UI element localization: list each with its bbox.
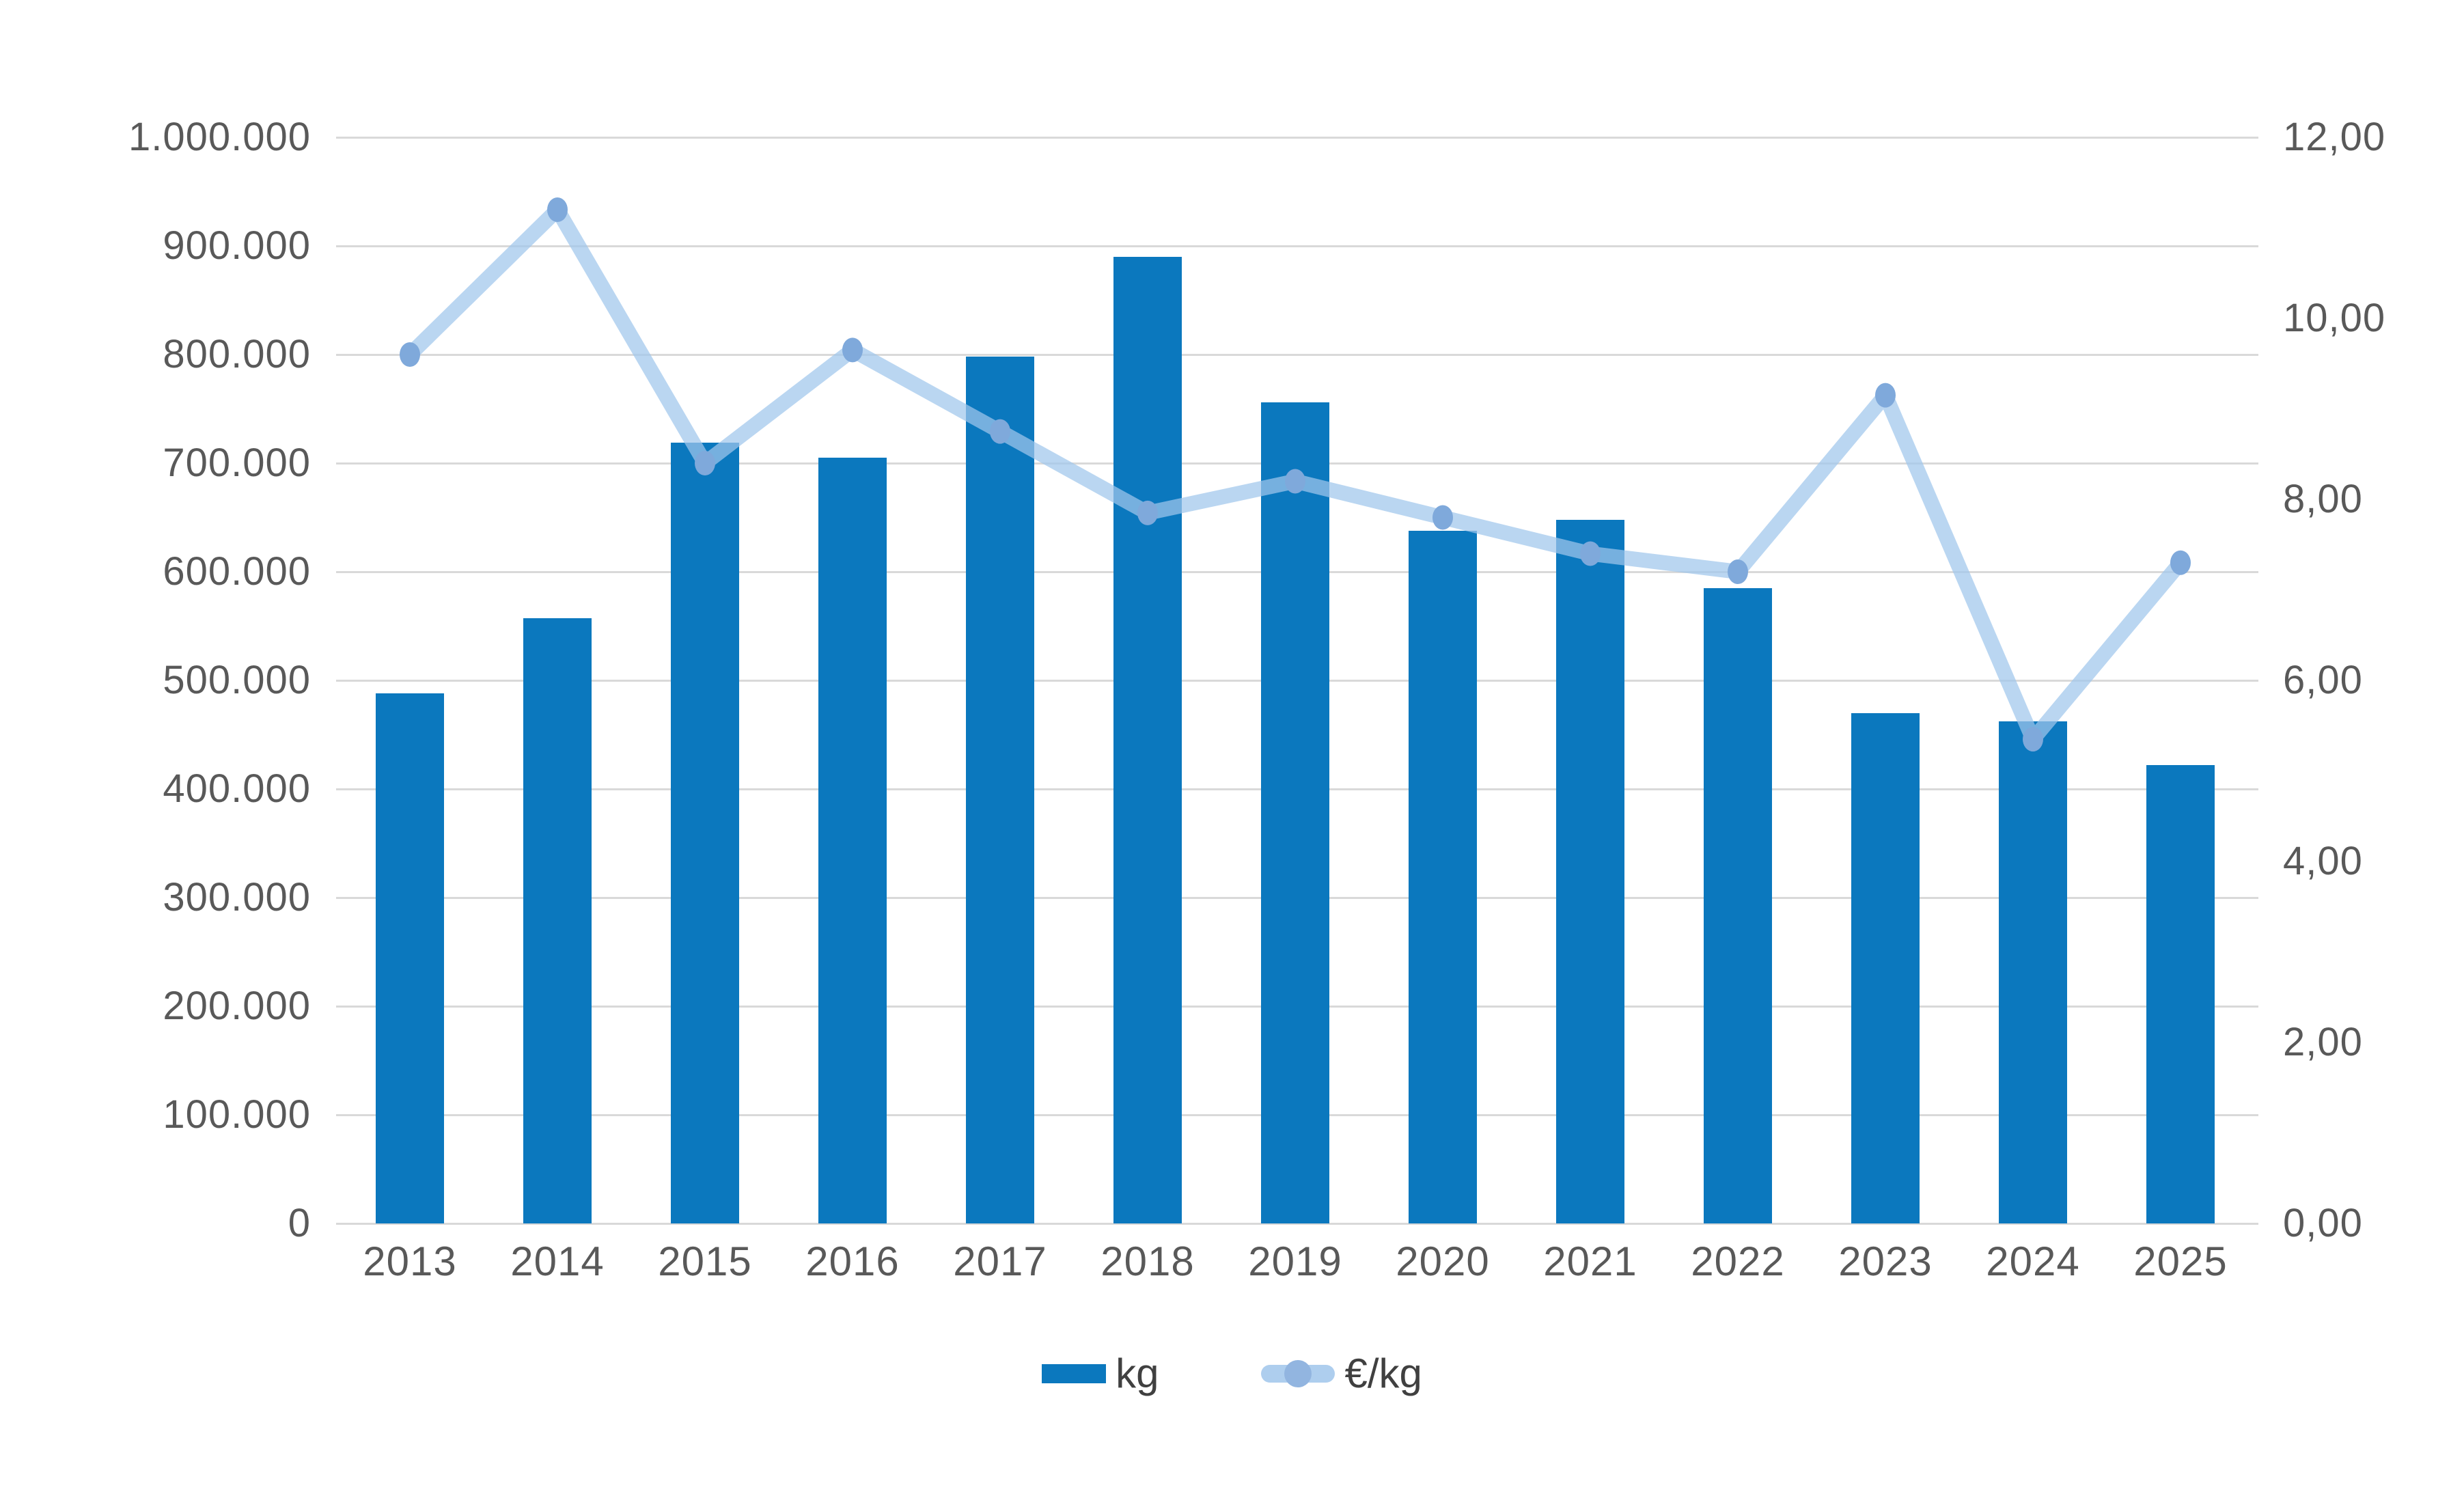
bar-2013[interactable] [376, 693, 444, 1223]
legend-item-kg[interactable]: kg [1042, 1349, 1159, 1398]
bar-2016[interactable] [818, 458, 887, 1223]
left-axis-tick-label: 700.000 [163, 441, 311, 485]
x-axis-label-2016: 2016 [805, 1238, 900, 1284]
x-axis-label-2024: 2024 [1986, 1238, 2080, 1284]
legend: kg €/kg [0, 1349, 2464, 1398]
x-axis-label-2013: 2013 [363, 1238, 457, 1284]
right-axis-tick-label: 6,00 [2283, 658, 2363, 702]
right-axis-tick-label: 8,00 [2283, 477, 2363, 521]
x-axis-label-2025: 2025 [2133, 1238, 2228, 1284]
gridline [336, 136, 2258, 139]
bar-2014[interactable] [523, 618, 592, 1223]
left-axis-tick-label: 1.000.000 [128, 115, 311, 159]
bar-2019[interactable] [1261, 402, 1329, 1223]
left-axis-tick-label: 300.000 [163, 875, 311, 919]
left-axis-tick-label: 100.000 [163, 1092, 311, 1137]
bar-2022[interactable] [1704, 587, 1772, 1223]
gridline [336, 245, 2258, 247]
bar-swatch-icon [1042, 1364, 1107, 1383]
right-axis-tick-label: 2,00 [2283, 1020, 2363, 1064]
x-axis-label-2020: 2020 [1396, 1238, 1490, 1284]
x-axis-label-2021: 2021 [1543, 1238, 1637, 1284]
bar-2023[interactable] [1851, 712, 1920, 1223]
bar-2024[interactable] [1999, 721, 2067, 1223]
left-axis-tick-label: 600.000 [163, 549, 311, 594]
x-axis-label-2019: 2019 [1248, 1238, 1342, 1284]
left-axis-tick-label: 800.000 [163, 332, 311, 376]
bar-2015[interactable] [671, 442, 739, 1223]
price-point-2023[interactable] [1875, 383, 1896, 408]
right-axis-tick-label: 12,00 [2283, 115, 2386, 159]
right-axis-tick-label: 10,00 [2283, 296, 2386, 340]
right-axis-tick-label: 4,00 [2283, 839, 2363, 883]
price-point-2020[interactable] [1432, 505, 1453, 530]
x-axis-label-2015: 2015 [658, 1238, 752, 1284]
bar-2020[interactable] [1409, 530, 1477, 1223]
bar-2025[interactable] [2146, 765, 2215, 1223]
x-axis-label-2023: 2023 [1838, 1238, 1933, 1284]
price-point-2016[interactable] [842, 337, 863, 363]
gridline [336, 1222, 2258, 1225]
x-axis-label-2017: 2017 [953, 1238, 1047, 1284]
legend-label-kg: kg [1116, 1350, 1159, 1396]
left-axis-tick-label: 400.000 [163, 766, 311, 811]
x-axis-label-2022: 2022 [1691, 1238, 1785, 1284]
line-swatch-icon [1261, 1360, 1335, 1387]
bar-2021[interactable] [1556, 519, 1624, 1223]
gridline [336, 353, 2258, 356]
price-point-2014[interactable] [547, 197, 568, 222]
left-axis-tick-label: 900.000 [163, 223, 311, 268]
line-marker-icon [1284, 1360, 1312, 1387]
legend-label-eur-per-kg: €/kg [1344, 1350, 1422, 1396]
left-axis-tick-label: 0 [288, 1201, 311, 1245]
bar-2017[interactable] [966, 357, 1034, 1223]
x-axis-label-2014: 2014 [510, 1238, 605, 1284]
x-axis-label-2018: 2018 [1101, 1238, 1195, 1284]
bar-2018[interactable] [1113, 256, 1182, 1223]
legend-item-eur-per-kg[interactable]: €/kg [1261, 1349, 1422, 1398]
left-axis-tick-label: 200.000 [163, 984, 311, 1028]
right-axis-tick-label: 0,00 [2283, 1201, 2363, 1245]
left-axis-tick-label: 500.000 [163, 658, 311, 702]
